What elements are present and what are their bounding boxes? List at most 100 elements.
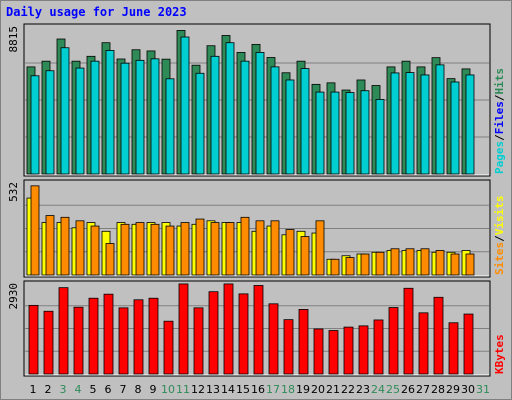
pages-bar — [420, 74, 430, 175]
panel-sites-visits: 532 Sites/Visits — [7, 179, 506, 278]
pages-bar — [270, 66, 280, 175]
sites-bar — [450, 253, 460, 276]
sites-bar — [75, 220, 85, 276]
pages-bar — [450, 81, 460, 175]
kbytes-bar — [268, 303, 279, 375]
kbytes-bar — [358, 325, 369, 375]
sites-bar — [45, 215, 55, 276]
pages-bar — [435, 64, 445, 175]
kbytes-bar — [253, 285, 264, 375]
legend: Pages/Files/Hits — [493, 68, 506, 174]
pages-bar — [225, 42, 235, 175]
legend-entry-pages: Pages — [493, 141, 506, 174]
pages-bar — [60, 47, 70, 175]
kbytes-bar — [283, 319, 294, 375]
x-tick-label: 6 — [105, 383, 112, 396]
kbytes-bar — [223, 283, 234, 375]
pages-bar — [330, 91, 340, 175]
pages-bar — [30, 75, 40, 175]
sites-bar — [315, 220, 325, 276]
kbytes-bar — [238, 293, 249, 375]
x-tick-label: 12 — [191, 383, 205, 396]
sites-bar — [30, 185, 40, 276]
pages-bar — [315, 91, 325, 175]
kbytes-bar — [328, 330, 339, 375]
y-axis-max-label: 2930 — [7, 283, 20, 310]
kbytes-bar — [118, 307, 129, 375]
kbytes-bar — [463, 313, 474, 375]
kbytes-bar — [343, 326, 354, 375]
pages-bar — [150, 58, 160, 175]
pages-bar — [45, 70, 55, 175]
sites-bar — [465, 253, 475, 276]
legend: Sites/Visits — [493, 196, 506, 276]
x-tick-label: 30 — [461, 383, 475, 396]
sites-bar — [195, 218, 205, 276]
x-tick-label: 10 — [161, 383, 175, 396]
kbytes-bar — [148, 297, 159, 375]
pages-bar — [75, 67, 85, 175]
kbytes-bar — [43, 310, 54, 375]
x-tick-label: 3 — [60, 383, 67, 396]
x-tick-label: 23 — [356, 383, 370, 396]
pages-bar — [105, 50, 115, 175]
x-tick-label: 26 — [401, 383, 415, 396]
sites-bar — [180, 222, 190, 276]
x-tick-label: 1 — [30, 383, 37, 396]
legend-entry-files: Files — [493, 101, 506, 134]
pages-bar — [255, 52, 265, 175]
x-tick-label: 22 — [341, 383, 355, 396]
kbytes-bar — [448, 322, 459, 375]
x-tick-label: 13 — [206, 383, 220, 396]
x-tick-label: 19 — [296, 383, 310, 396]
sites-bar — [90, 225, 100, 276]
x-tick-label: 9 — [150, 383, 157, 396]
sites-bar — [105, 243, 115, 276]
x-tick-label: 2 — [45, 383, 52, 396]
sites-bar — [330, 258, 340, 276]
sites-bar — [375, 251, 385, 276]
kbytes-bar — [208, 291, 219, 375]
kbytes-bar — [103, 293, 114, 375]
legend: KBytes — [493, 334, 506, 374]
sites-bar — [270, 220, 280, 276]
kbytes-bar — [178, 283, 189, 375]
pages-bar — [135, 59, 145, 175]
pages-bar — [465, 74, 475, 175]
x-tick-label: 11 — [176, 383, 190, 396]
pages-bar — [240, 60, 250, 175]
x-tick-label: 16 — [251, 383, 265, 396]
legend-entry-sites: Sites — [493, 242, 506, 275]
x-tick-label: 14 — [221, 383, 235, 396]
pages-bar — [345, 92, 355, 175]
y-axis-max-label: 8815 — [7, 26, 20, 53]
x-tick-label: 18 — [281, 383, 295, 396]
x-tick-label: 27 — [416, 383, 430, 396]
kbytes-bar — [298, 308, 309, 375]
panel-kbytes: 2930 KBytes — [7, 280, 506, 377]
panel-hits-files-pages: 8815 Pages/Files/Hits — [7, 23, 506, 177]
x-tick-label: 28 — [431, 383, 445, 396]
pages-bar — [405, 72, 415, 175]
pages-bar — [390, 72, 400, 175]
sites-bar — [285, 229, 295, 276]
sites-bar — [135, 222, 145, 276]
sites-bar — [150, 223, 160, 276]
x-tick-label: 15 — [236, 383, 250, 396]
kbytes-bar — [418, 312, 429, 375]
sites-bar — [360, 253, 370, 276]
legend-entry-hits: Hits — [493, 68, 506, 95]
sites-bar — [240, 216, 250, 276]
kbytes-bar — [433, 296, 444, 375]
x-tick-label: 4 — [75, 383, 82, 396]
x-tick-label: 5 — [90, 383, 97, 396]
sites-bar — [60, 216, 70, 276]
sites-bar — [255, 220, 265, 276]
sites-bar — [390, 248, 400, 276]
pages-bar — [165, 78, 175, 175]
kbytes-bar — [58, 287, 69, 375]
x-tick-label: 20 — [311, 383, 325, 396]
x-tick-label: 17 — [266, 383, 280, 396]
kbytes-bar — [133, 299, 144, 375]
